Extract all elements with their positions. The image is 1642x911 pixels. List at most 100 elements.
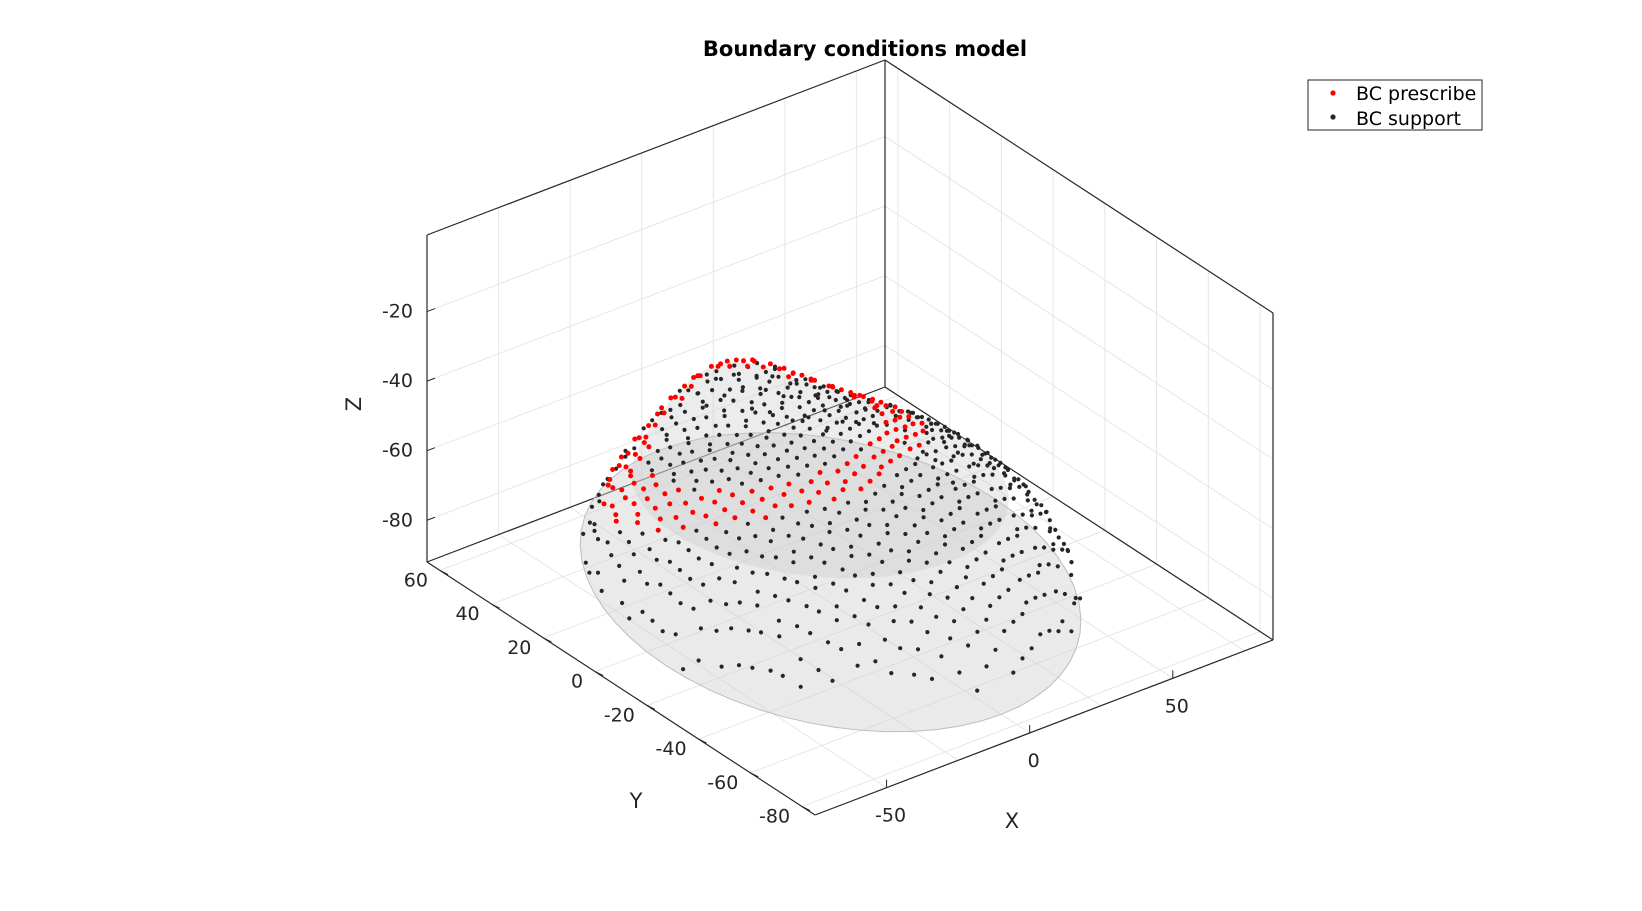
bc-support-point <box>912 523 917 528</box>
bc-support-point <box>954 585 960 590</box>
bc-prescribe-point <box>777 366 782 372</box>
bc-prescribe-point <box>644 496 650 502</box>
x-tick-label: 0 <box>1028 750 1040 772</box>
bc-support-point <box>718 397 723 403</box>
bc-prescribe-point <box>848 390 854 395</box>
bc-support-point <box>755 589 760 594</box>
bc-support-point <box>930 501 935 506</box>
bc-prescribe-point <box>816 489 822 495</box>
bc-support-point <box>1005 467 1011 473</box>
bc-support-point <box>673 632 678 637</box>
bc-support-point <box>780 400 785 405</box>
bc-prescribe-point <box>610 485 616 491</box>
bc-support-point <box>889 548 894 553</box>
bc-prescribe-point <box>708 363 714 369</box>
bc-support-point <box>1001 471 1007 476</box>
bc-support-point <box>796 521 801 526</box>
bc-support-point <box>1020 512 1025 517</box>
bc-support-point <box>934 551 939 556</box>
bc-support-point <box>658 582 663 587</box>
bc-support-point <box>698 626 704 631</box>
bc-prescribe-point <box>628 468 634 474</box>
bc-prescribe-point <box>920 428 926 434</box>
bc-prescribe-point <box>679 395 685 401</box>
bc-support-point <box>812 574 818 579</box>
bc-support-point <box>740 385 746 390</box>
bc-support-point <box>967 464 972 469</box>
bc-support-point <box>835 389 841 394</box>
bc-support-point <box>686 441 691 446</box>
bc-prescribe-point <box>641 440 647 446</box>
bc-prescribe-point <box>643 434 649 440</box>
bc-support-point <box>866 429 872 434</box>
bc-support-point <box>841 447 846 452</box>
bc-support-point <box>690 449 695 454</box>
bc-prescribe-point <box>636 435 642 441</box>
bc-support-point <box>1037 563 1042 568</box>
y-tick-mark <box>801 806 811 812</box>
bc-support-point <box>776 374 781 379</box>
bc-support-point <box>909 478 914 483</box>
bc-support-point <box>743 424 748 429</box>
bc-support-point <box>849 544 854 549</box>
bc-support-point <box>1029 646 1034 651</box>
bc-support-point <box>676 540 681 545</box>
bc-support-point <box>740 388 745 393</box>
bc-support-point <box>898 570 903 575</box>
grid-line <box>884 205 1274 460</box>
bc-support-point <box>737 536 742 541</box>
bc-support-point <box>1011 670 1016 675</box>
bc-support-point <box>942 542 948 547</box>
bc-support-point <box>903 505 908 510</box>
bc-support-point <box>671 471 677 477</box>
bc-prescribe-point <box>659 405 665 411</box>
bc-prescribe-point <box>858 486 864 492</box>
bc-support-point <box>854 517 859 522</box>
bc-support-point <box>722 408 727 413</box>
bc-support-point <box>746 452 751 457</box>
bc-support-point <box>1023 484 1028 489</box>
bc-prescribe-point <box>682 383 688 389</box>
bc-support-point <box>934 614 939 619</box>
bc-prescribe-point <box>625 450 631 456</box>
bc-support-point <box>678 601 683 606</box>
bc-support-point <box>1055 564 1060 569</box>
bc-support-point <box>744 549 749 554</box>
x-tick-label: 50 <box>1165 695 1189 717</box>
bc-support-point <box>873 491 878 496</box>
bc-support-point <box>867 552 872 557</box>
bc-support-point <box>1008 482 1013 487</box>
bc-support-point <box>942 534 948 539</box>
bc-support-point <box>965 437 970 442</box>
bc-support-point <box>736 371 742 376</box>
z-tick-mark <box>426 516 436 521</box>
bc-support-point <box>827 413 832 418</box>
bc-support-point <box>1011 513 1016 518</box>
bc-support-point <box>1016 477 1021 482</box>
bc-support-point <box>696 658 701 663</box>
bc-support-point <box>953 444 958 449</box>
bc-support-point <box>587 520 593 525</box>
bc-prescribe-point <box>912 431 918 437</box>
bc-prescribe-point <box>668 395 674 401</box>
bc-support-point <box>631 552 636 557</box>
surface-outline <box>579 432 1082 733</box>
bc-prescribe-point <box>861 463 866 469</box>
bc-support-point <box>739 441 744 446</box>
bc-prescribe-point <box>826 383 832 389</box>
bc-support-point <box>731 398 736 403</box>
grid-line <box>801 631 1261 808</box>
bc-support-point <box>623 454 628 459</box>
bc-prescribe-point <box>786 481 792 487</box>
bc-prescribe-point <box>907 446 913 452</box>
bc-support-point <box>855 663 860 668</box>
bc-support-point <box>1061 541 1066 547</box>
bc-prescribe-point <box>824 480 830 486</box>
axes-grid <box>426 68 1274 808</box>
bc-support-point <box>758 630 764 635</box>
bc-support-point <box>750 570 755 575</box>
bc-support-point <box>1053 589 1058 594</box>
bc-support-point <box>1029 513 1034 518</box>
bc-support-point <box>802 446 807 451</box>
bc-prescribe-point <box>876 471 882 477</box>
